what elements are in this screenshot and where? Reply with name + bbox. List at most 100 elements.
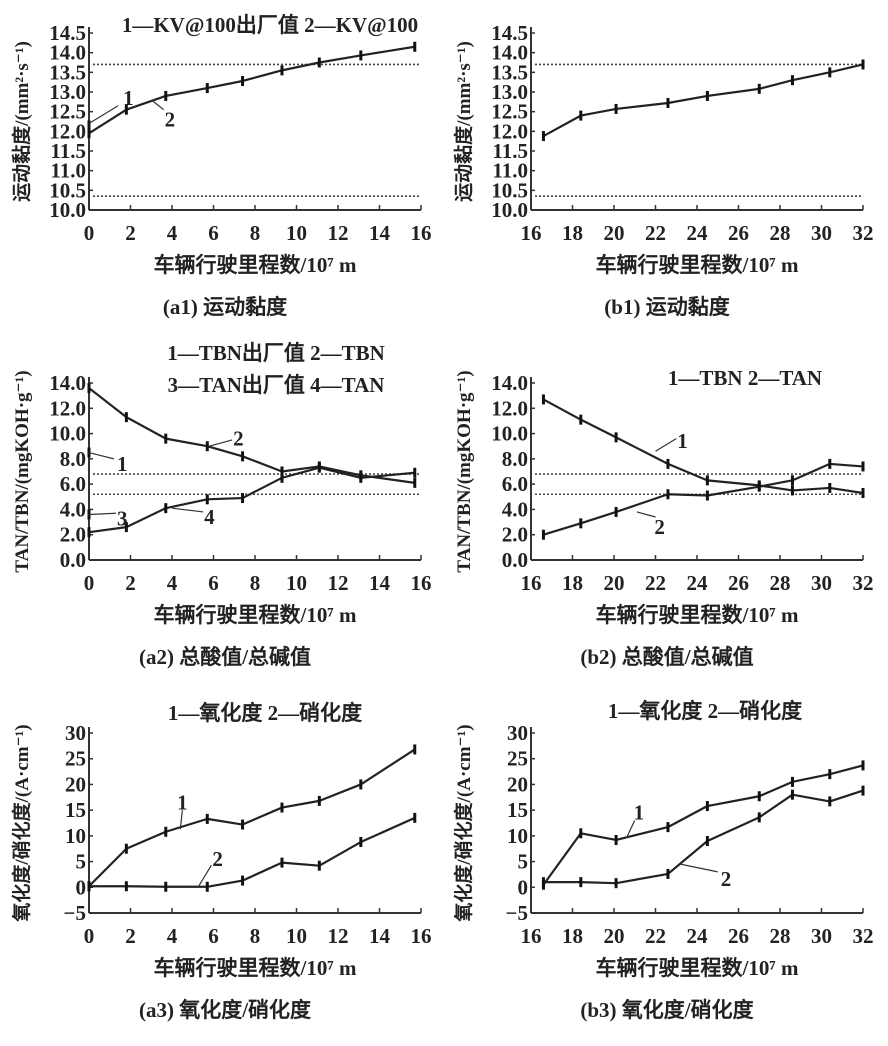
- x-tick-label: 32: [853, 221, 874, 245]
- annotation-leader-line: [680, 863, 718, 873]
- x-tick-label: 10: [286, 221, 307, 245]
- series-line-1: [542, 764, 864, 886]
- x-tick-label: 4: [167, 924, 178, 948]
- x-tick-label: 14: [369, 924, 391, 948]
- annotation-label: 1: [117, 452, 128, 476]
- annotation-leader-line: [636, 511, 656, 518]
- x-tick-label: 18: [562, 221, 583, 245]
- x-tick-label: 20: [604, 221, 625, 245]
- chart-panel-b2: 16 18 20 22 24 26 28 30 32 0.02.04.06.08.010.012.…: [454, 366, 874, 669]
- x-tick-label: 32: [853, 571, 874, 595]
- x-tick-label: 8: [250, 571, 261, 595]
- x-tick-label: 6: [208, 924, 219, 948]
- series-line-2: [89, 816, 416, 888]
- y-tick-label: −5: [64, 901, 86, 925]
- x-tick-label: 12: [328, 221, 349, 245]
- y-axis-label: TAN/TBN/(mgKOH·g⁻¹): [12, 370, 33, 572]
- y-tick-label: 6.0: [502, 472, 528, 496]
- y-axis-label: 氧化度/硝化度/(A·cm⁻¹): [452, 724, 475, 921]
- chart-panel-b3: 16 18 20 22 24 26 28 30 32−5051015202530121—氧化度 …: [452, 699, 874, 1022]
- x-tick-label: 26: [728, 221, 749, 245]
- y-tick-label: 13.0: [491, 80, 528, 104]
- y-axis-label: 运动黏度/(mm²·s⁻¹): [10, 41, 33, 202]
- y-axis-label: 氧化度/硝化度/(A·cm⁻¹): [10, 724, 33, 921]
- y-tick-label: 5: [518, 850, 529, 874]
- y-tick-label: 10: [65, 824, 86, 848]
- y-tick-label: 0: [76, 875, 87, 899]
- x-axis-label: 车辆行驶里程数/10⁷ m: [596, 253, 799, 277]
- x-tick-label: 4: [167, 221, 178, 245]
- x-tick-label: 0: [84, 571, 95, 595]
- x-tick-label: 6: [208, 571, 219, 595]
- x-tick-label: 16: [521, 221, 542, 245]
- x-tick-label: 10: [286, 924, 307, 948]
- y-tick-label: 10.5: [49, 178, 86, 202]
- y-tick-label: 11.0: [492, 159, 528, 183]
- x-tick-label: 22: [645, 924, 666, 948]
- y-tick-label: 10.0: [49, 198, 86, 222]
- y-axis-label: TAN/TBN/(mgKOH·g⁻¹): [454, 370, 475, 572]
- x-tick-label: 16: [521, 924, 542, 948]
- x-tick-label: 32: [853, 924, 874, 948]
- y-tick-label: 13.5: [491, 60, 528, 84]
- y-tick-label: 0: [518, 875, 529, 899]
- panel-caption: (b2) 总酸值/总碱值: [580, 645, 753, 669]
- series-line-2: [88, 387, 415, 484]
- x-tick-label: 4: [167, 571, 178, 595]
- x-tick-label: 18: [562, 924, 583, 948]
- panel-caption: (b1) 运动黏度: [604, 295, 729, 319]
- x-tick-label: 16: [411, 924, 432, 948]
- annotation-label: 1: [123, 86, 134, 110]
- y-tick-label: 11.5: [492, 139, 528, 163]
- annotation-label: 2: [165, 108, 176, 132]
- y-tick-label: 12.5: [491, 100, 528, 124]
- y-tick-label: 13.0: [49, 80, 86, 104]
- panel-caption: (a1) 运动黏度: [163, 295, 287, 319]
- x-tick-label: 14: [369, 221, 391, 245]
- y-tick-label: 8.0: [60, 447, 86, 471]
- y-tick-label: −5: [506, 901, 528, 925]
- legend-entry: 1—氧化度 2—硝化度: [168, 701, 362, 725]
- legend-entry: 1—TBN 2—TAN: [668, 366, 822, 390]
- annotation-label: 1: [634, 801, 645, 825]
- y-tick-label: 6.0: [60, 472, 86, 496]
- x-tick-label: 28: [770, 221, 791, 245]
- annotation-leader-line: [655, 438, 677, 452]
- x-tick-label: 14: [369, 571, 391, 595]
- y-tick-label: 14.0: [49, 41, 86, 65]
- y-tick-label: 12.0: [49, 119, 86, 143]
- x-axis-label: 车辆行驶里程数/10⁷ m: [154, 956, 357, 980]
- x-tick-label: 20: [604, 924, 625, 948]
- y-tick-label: 2.0: [60, 523, 86, 547]
- x-tick-label: 2: [125, 924, 136, 948]
- annotation-leader-line: [179, 810, 183, 830]
- x-tick-label: 8: [250, 924, 261, 948]
- series-line-1: [88, 748, 416, 888]
- y-tick-label: 30: [507, 721, 528, 745]
- annotation-label: 2: [654, 515, 665, 539]
- x-axis-label: 车辆行驶里程数/10⁷ m: [596, 603, 799, 627]
- annotation-label: 1: [677, 429, 688, 453]
- y-tick-label: 11.0: [50, 159, 86, 183]
- y-tick-label: 25: [507, 747, 528, 771]
- chart-panel-a1: 0 2 4 6 8 10 12 14 1610.010.511.011.512.012.513.…: [10, 13, 432, 319]
- annotation-label: 2: [212, 847, 223, 871]
- annotation-leader-line: [625, 820, 636, 839]
- y-tick-label: 8.0: [502, 447, 528, 471]
- x-tick-label: 12: [328, 924, 349, 948]
- y-axis-label: 运动黏度/(mm²·s⁻¹): [452, 41, 475, 202]
- annotation-label: 1: [177, 790, 188, 814]
- x-tick-label: 12: [328, 571, 349, 595]
- x-tick-label: 30: [811, 571, 832, 595]
- legend-entry: 1—TBN出厂值 2—TBN: [167, 341, 385, 365]
- x-tick-label: 10: [286, 571, 307, 595]
- x-tick-label: 26: [728, 924, 749, 948]
- panel-caption: (a2) 总酸值/总碱值: [139, 645, 311, 669]
- x-tick-label: 20: [604, 571, 625, 595]
- annotation-leader-line: [88, 105, 119, 124]
- x-tick-label: 24: [687, 571, 709, 595]
- annotation-label: 2: [233, 427, 244, 451]
- y-tick-label: 2.0: [502, 523, 528, 547]
- y-tick-label: 15: [507, 798, 528, 822]
